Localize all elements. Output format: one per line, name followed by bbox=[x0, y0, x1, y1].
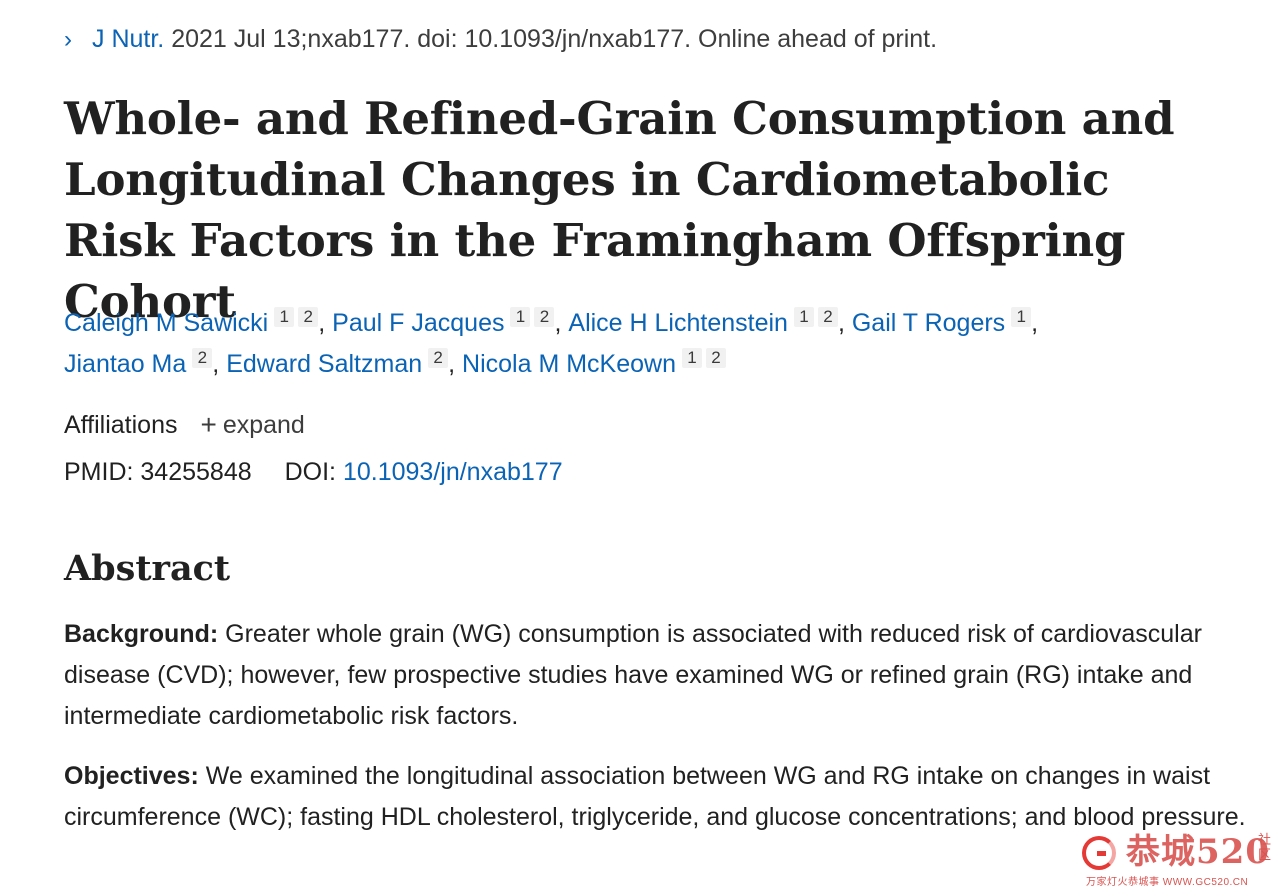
affiliation-refs: 1 bbox=[1011, 307, 1032, 327]
author-name-link[interactable]: Alice H Lichtenstein bbox=[568, 309, 788, 337]
affiliation-ref-2[interactable]: 2 bbox=[192, 348, 213, 368]
affiliation-ref-2[interactable]: 2 bbox=[817, 307, 838, 327]
author-name-link[interactable]: Nicola M McKeown bbox=[462, 350, 676, 378]
affiliation-ref-1[interactable]: 1 bbox=[274, 307, 295, 327]
expand-label: expand bbox=[222, 411, 305, 439]
objectives-text: We examined the longitudinal association… bbox=[64, 762, 1246, 831]
citation-details: 2021 Jul 13;nxab177. doi: 10.1093/jn/nxa… bbox=[171, 25, 938, 53]
logo-g-icon bbox=[1082, 836, 1116, 870]
affiliation-refs: 2 bbox=[192, 348, 213, 368]
author-separator: , bbox=[1031, 309, 1039, 337]
author-separator: , bbox=[318, 309, 333, 337]
doi-link[interactable]: 10.1093/jn/nxab177 bbox=[342, 458, 563, 486]
background-text: Greater whole grain (WG) consumption is … bbox=[64, 620, 1202, 730]
author-name-link[interactable]: Paul F Jacques bbox=[332, 309, 505, 337]
author-item: Jiantao Ma 2, bbox=[64, 348, 227, 378]
affiliation-ref-2[interactable]: 2 bbox=[534, 307, 555, 327]
pmid-label: PMID: bbox=[64, 458, 134, 486]
doi-label: DOI: bbox=[284, 458, 336, 486]
article-title: Whole- and Refined-Grain Consumption and… bbox=[64, 92, 1175, 328]
article-identifiers: PMID: 34255848 DOI: 10.1093/jn/nxab177 bbox=[64, 455, 563, 489]
plus-icon: + bbox=[200, 409, 217, 440]
author-name-link[interactable]: Jiantao Ma bbox=[64, 350, 187, 378]
affiliation-ref-1[interactable]: 1 bbox=[682, 348, 702, 368]
affiliation-ref-1[interactable]: 1 bbox=[510, 307, 531, 327]
author-item: Caleigh M Sawicki 1 2, bbox=[64, 307, 333, 337]
abstract-background: Background: Greater whole grain (WG) con… bbox=[64, 614, 1264, 737]
author-separator: , bbox=[554, 309, 569, 337]
affiliation-ref-2[interactable]: 2 bbox=[706, 348, 726, 368]
affiliations-toggle[interactable]: Affiliations + expand bbox=[64, 408, 305, 442]
watermark-side-text: 社区 bbox=[1258, 832, 1272, 862]
affiliation-ref-2[interactable]: 2 bbox=[298, 307, 319, 327]
journal-link[interactable]: J Nutr. bbox=[92, 25, 165, 53]
affiliation-refs: 2 bbox=[428, 348, 449, 368]
author-name-link[interactable]: Caleigh M Sawicki bbox=[64, 309, 269, 337]
abstract-objectives: Objectives: We examined the longitudinal… bbox=[64, 756, 1264, 838]
objectives-label: Objectives: bbox=[64, 762, 199, 790]
author-item: Alice H Lichtenstein 1 2, bbox=[568, 307, 852, 337]
authors-list: Caleigh M Sawicki 1 2, Paul F Jacques 1 2, A… bbox=[64, 303, 1184, 385]
author-separator: , bbox=[448, 350, 463, 378]
author-separator: , bbox=[212, 350, 227, 378]
background-label: Background: bbox=[64, 620, 219, 648]
affiliation-ref-2[interactable]: 2 bbox=[428, 348, 449, 368]
author-name-link[interactable]: Edward Saltzman bbox=[226, 350, 423, 378]
pmid-value: 34255848 bbox=[140, 458, 252, 486]
author-separator: , bbox=[837, 309, 852, 337]
author-item: Edward Saltzman 2, bbox=[226, 348, 463, 378]
abstract-heading: Abstract bbox=[64, 548, 231, 589]
watermark-url: 万家灯火恭城事 WWW.GC520.CN bbox=[1086, 877, 1249, 888]
citation-line: › J Nutr. 2021 Jul 13;nxab177. doi: 10.10… bbox=[64, 22, 937, 57]
chevron-right-icon[interactable]: › bbox=[64, 26, 72, 53]
affiliations-label: Affiliations bbox=[64, 411, 178, 439]
expand-button[interactable]: + expand bbox=[200, 409, 305, 440]
affiliation-ref-1[interactable]: 1 bbox=[1011, 307, 1032, 327]
author-item: Nicola M McKeown 1 2 bbox=[462, 348, 726, 378]
affiliation-ref-1[interactable]: 1 bbox=[793, 307, 814, 327]
watermark-brand: 恭城520 bbox=[1126, 832, 1270, 872]
watermark-logo: 恭城520 社区 万家灯火恭城事 WWW.GC520.CN bbox=[1082, 830, 1272, 888]
author-item: Gail T Rogers 1, bbox=[851, 307, 1039, 337]
author-item: Paul F Jacques 1 2, bbox=[332, 307, 569, 337]
author-name-link[interactable]: Gail T Rogers bbox=[851, 309, 1006, 337]
